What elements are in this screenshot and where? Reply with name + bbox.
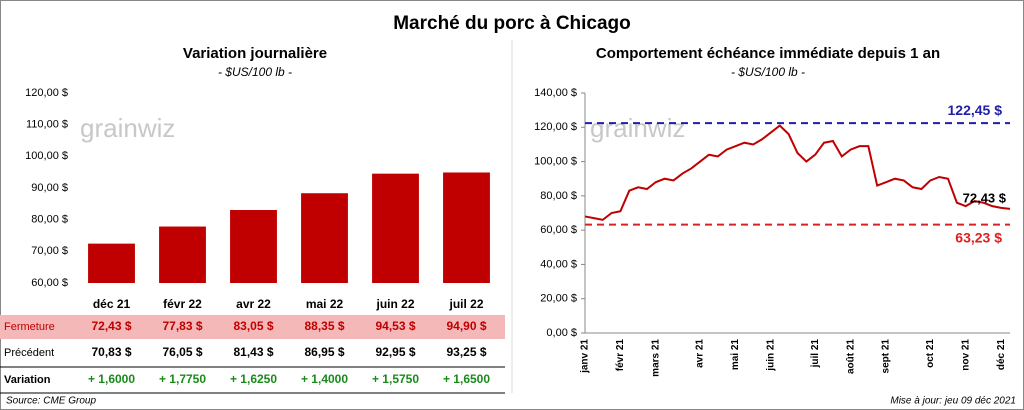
y-tick-label: 40,00 $ — [540, 258, 577, 270]
bar — [443, 172, 490, 283]
table-cell: 70,83 $ — [91, 345, 131, 359]
value-label: 94,53 $ — [375, 319, 415, 333]
row-highlight — [0, 315, 505, 339]
x-tick-label: janv 21 — [580, 339, 591, 374]
row-label: Précédent — [4, 347, 54, 359]
x-tick-label: déc 21 — [996, 339, 1007, 371]
y-tick-label: 100,00 $ — [25, 150, 68, 162]
updated: Mise à jour: jeu 09 déc 2021 — [890, 396, 1016, 407]
x-tick-label: mai 22 — [306, 297, 344, 311]
table-cell: + 1,5750 — [372, 372, 419, 386]
bar — [230, 210, 277, 283]
table-cell: 86,95 $ — [304, 345, 344, 359]
y-tick-label: 100,00 $ — [534, 155, 577, 167]
x-tick-label: juin 22 — [375, 297, 414, 311]
chart-subtitle: - $US/100 lb - — [731, 65, 805, 79]
x-tick-label: mai 21 — [730, 339, 741, 371]
y-tick-label: 120,00 $ — [25, 87, 68, 99]
table-cell: + 1,6500 — [443, 372, 490, 386]
page-title: Marché du porc à Chicago — [393, 13, 631, 34]
value-label: 88,35 $ — [304, 319, 344, 333]
table-cell: 76,05 $ — [162, 345, 202, 359]
value-label: 72,43 $ — [91, 319, 131, 333]
x-tick-label: oct 21 — [925, 339, 936, 368]
bar — [88, 243, 135, 283]
value-label: 83,05 $ — [233, 319, 273, 333]
table-cell: 92,95 $ — [375, 345, 415, 359]
bar — [159, 226, 206, 283]
y-tick-label: 0,00 $ — [546, 327, 577, 339]
line — [584, 124, 1011, 221]
table-cell: + 1,4000 — [301, 372, 348, 386]
watermark: grainwiz — [590, 113, 685, 143]
y-tick-label: 80,00 $ — [540, 190, 577, 202]
value-label: 77,83 $ — [162, 319, 202, 333]
watermark: grainwiz — [80, 113, 175, 143]
y-tick-label: 70,00 $ — [31, 245, 68, 257]
x-tick-label: févr 22 — [163, 297, 202, 311]
x-tick-label: mars 21 — [650, 339, 661, 377]
table-cell: + 1,6000 — [88, 372, 135, 386]
chart-subtitle: - $US/100 lb - — [218, 65, 292, 79]
x-tick-label: avr 21 — [695, 339, 706, 368]
reference-label: 63,23 $ — [955, 229, 1002, 245]
bar — [301, 193, 348, 283]
chart-title: Comportement échéance immédiate depuis 1… — [596, 45, 940, 62]
table-cell: + 1,6250 — [230, 372, 277, 386]
value-label: 94,90 $ — [446, 319, 486, 333]
x-tick-label: sept 21 — [881, 339, 892, 374]
table-cell: 93,25 $ — [446, 345, 486, 359]
reference-label: 122,45 $ — [948, 102, 1003, 118]
x-tick-label: déc 21 — [93, 297, 131, 311]
y-tick-label: 90,00 $ — [31, 182, 68, 194]
x-tick-label: nov 21 — [960, 339, 971, 371]
x-tick-label: juil 21 — [810, 339, 821, 369]
x-tick-label: juin 21 — [766, 339, 777, 372]
y-tick-label: 60,00 $ — [31, 277, 68, 289]
x-tick-label: avr 22 — [236, 297, 271, 311]
y-tick-label: 120,00 $ — [534, 121, 577, 133]
bar — [372, 173, 419, 283]
y-tick-label: 60,00 $ — [540, 224, 577, 236]
row-label: Variation — [4, 374, 51, 386]
table-cell: + 1,7750 — [159, 372, 206, 386]
y-tick-label: 80,00 $ — [31, 214, 68, 226]
x-tick-label: févr 21 — [615, 339, 626, 372]
x-tick-label: août 21 — [845, 339, 856, 374]
y-tick-label: 140,00 $ — [534, 87, 577, 99]
source: Source: CME Group — [6, 396, 96, 407]
chart-title: Variation journalière — [183, 45, 327, 62]
x-tick-label: juil 22 — [448, 297, 483, 311]
y-tick-label: 110,00 $ — [26, 119, 68, 131]
table-cell: 81,43 $ — [233, 345, 273, 359]
y-tick-label: 20,00 $ — [540, 293, 577, 305]
value-label: 72,43 $ — [963, 190, 1007, 205]
row-label: Fermeture — [4, 321, 55, 333]
